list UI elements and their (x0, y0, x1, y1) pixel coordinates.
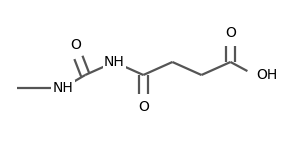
Text: NH: NH (53, 81, 73, 95)
Text: O: O (70, 38, 81, 52)
Text: OH: OH (257, 68, 278, 82)
Text: O: O (138, 100, 149, 114)
Text: NH: NH (104, 55, 125, 69)
Text: O: O (225, 26, 236, 40)
